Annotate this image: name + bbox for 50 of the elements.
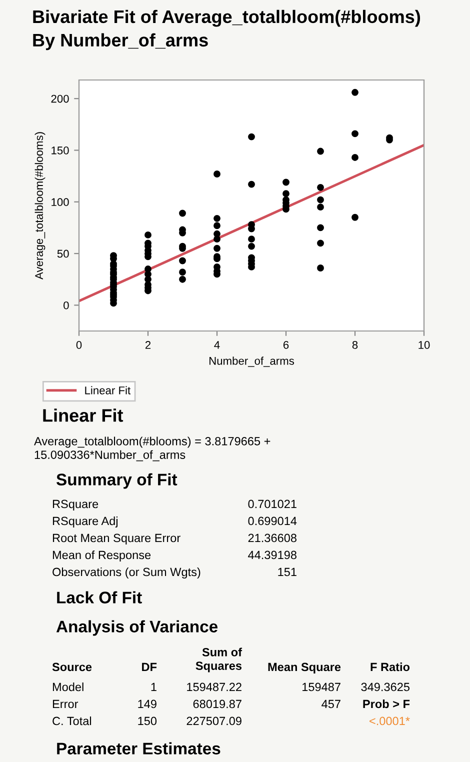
text: 21.36608 — [248, 534, 296, 542]
text: DF — [142, 662, 157, 672]
text: 0.699014 — [248, 516, 297, 526]
text: 159487 — [302, 682, 340, 692]
text: Root Mean Square Error — [52, 534, 180, 545]
text: Source — [52, 662, 92, 672]
text: Average_totalbloom(#blooms) = 3.8179665 + 15.090336*Number_of_arms — [34, 436, 270, 462]
text: Analysis of Variance — [56, 620, 218, 636]
x-tick-label: 8 — [352, 341, 358, 349]
text: Summary of Fit — [56, 473, 178, 489]
text: Prob > F — [363, 699, 410, 708]
text: F Ratio — [370, 662, 410, 672]
text: 349.3625 — [361, 682, 410, 692]
y-tick-label: 150 — [52, 146, 69, 154]
text: Error — [52, 700, 78, 708]
text: <.0001* — [370, 716, 410, 726]
x-tick-label: 10 — [418, 341, 430, 349]
text: Observations (or Sum Wgts) — [52, 567, 200, 579]
text: RSquare Adj — [52, 516, 118, 528]
x-tick-label: 6 — [283, 341, 289, 349]
text: 457 — [322, 700, 340, 708]
x-tick-label: 0 — [76, 341, 82, 349]
y-tick-label: 50 — [57, 250, 69, 258]
legend-label: Linear Fit — [85, 386, 130, 394]
y-axis-title: Average_totalbloom(#blooms) — [34, 132, 46, 280]
y-tick-label: 200 — [51, 94, 69, 103]
text: 227507.09 — [186, 716, 242, 726]
x-axis-title: Number_of_arms — [209, 356, 294, 367]
text: Mean of Response — [52, 550, 151, 562]
text: Lack Of Fit — [57, 591, 142, 604]
text: 1 — [151, 682, 156, 692]
x-tick-label: 4 — [214, 341, 220, 349]
text: 44.39198 — [248, 550, 296, 560]
text: Sum of Squares — [196, 648, 242, 672]
text: 159487.22 — [187, 682, 242, 692]
text: Linear Fit — [43, 408, 124, 422]
x-tick-label: 2 — [145, 341, 151, 349]
text: Mean Square — [268, 662, 341, 674]
text: 68019.87 — [193, 700, 242, 708]
text: Model — [52, 682, 84, 692]
text: Parameter Estimates — [57, 742, 220, 754]
text: 0.701021 — [248, 500, 296, 508]
text: 150 — [138, 716, 157, 726]
text: 149 — [138, 700, 156, 708]
text: C. Total — [52, 716, 92, 726]
chart-title: Bivariate Fit of Average_totalbloom(#blooms) By Number_of_arms — [33, 10, 420, 50]
text: RSquare — [52, 500, 98, 510]
y-tick-label: 0 — [64, 301, 69, 310]
y-tick-label: 100 — [52, 198, 69, 206]
text: 151 — [278, 568, 296, 576]
